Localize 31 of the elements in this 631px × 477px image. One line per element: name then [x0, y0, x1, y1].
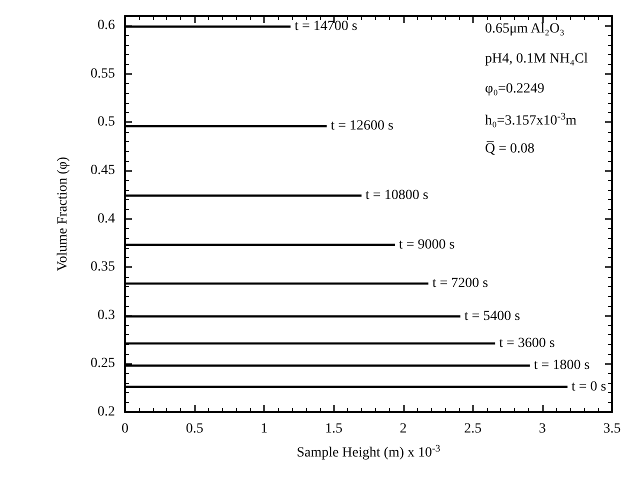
y-tick-label: 0.45: [90, 163, 115, 178]
x-tick-label: 2.5: [464, 422, 482, 436]
series-label: t = 10800 s: [366, 188, 428, 204]
series-label: t = 5400 s: [464, 308, 520, 324]
x-tick-label: 0: [122, 422, 128, 436]
annotation: Q̅ = 0.08: [485, 140, 535, 156]
y-tick-label: 0.35: [90, 260, 115, 275]
y-tick-label: 0.4: [98, 211, 115, 226]
series-label: t = 7200 s: [432, 276, 488, 292]
y-tick-label: 0.3: [98, 308, 115, 323]
x-tick-label: 3.5: [603, 422, 621, 436]
y-tick-label: 0.2: [98, 404, 115, 420]
y-tick-label: 0.25: [90, 356, 115, 372]
series-label: t = 3600 s: [499, 336, 555, 351]
x-tick-label: 1.5: [324, 422, 342, 436]
series-label: t = 12600 s: [330, 118, 394, 134]
series-label: t = 9000 s: [398, 237, 455, 252]
legend-label: t = 0 s: [571, 379, 606, 394]
x-tick-label: 2: [400, 422, 407, 436]
legend-label: t = 14700 s: [294, 19, 358, 34]
x-tick-label: 3: [538, 422, 546, 436]
x-tick-label: 1: [260, 422, 268, 436]
annotation: φ₀=0.2249: [485, 82, 544, 96]
y-tick-label: 0.6: [98, 18, 115, 34]
y-tick-label: 0.55: [90, 66, 115, 82]
x-tick-label: 0.5: [186, 422, 204, 436]
legend-label: t = 1800 s: [534, 358, 590, 374]
y-axis-title: Volume Fraction (φ): [56, 156, 70, 272]
annotation: pH4, 0.1M NH₄Cl: [485, 52, 588, 66]
annotation: 0.65μm Al₂O₃: [485, 22, 565, 36]
y-tick-label: 0.5: [98, 114, 115, 130]
